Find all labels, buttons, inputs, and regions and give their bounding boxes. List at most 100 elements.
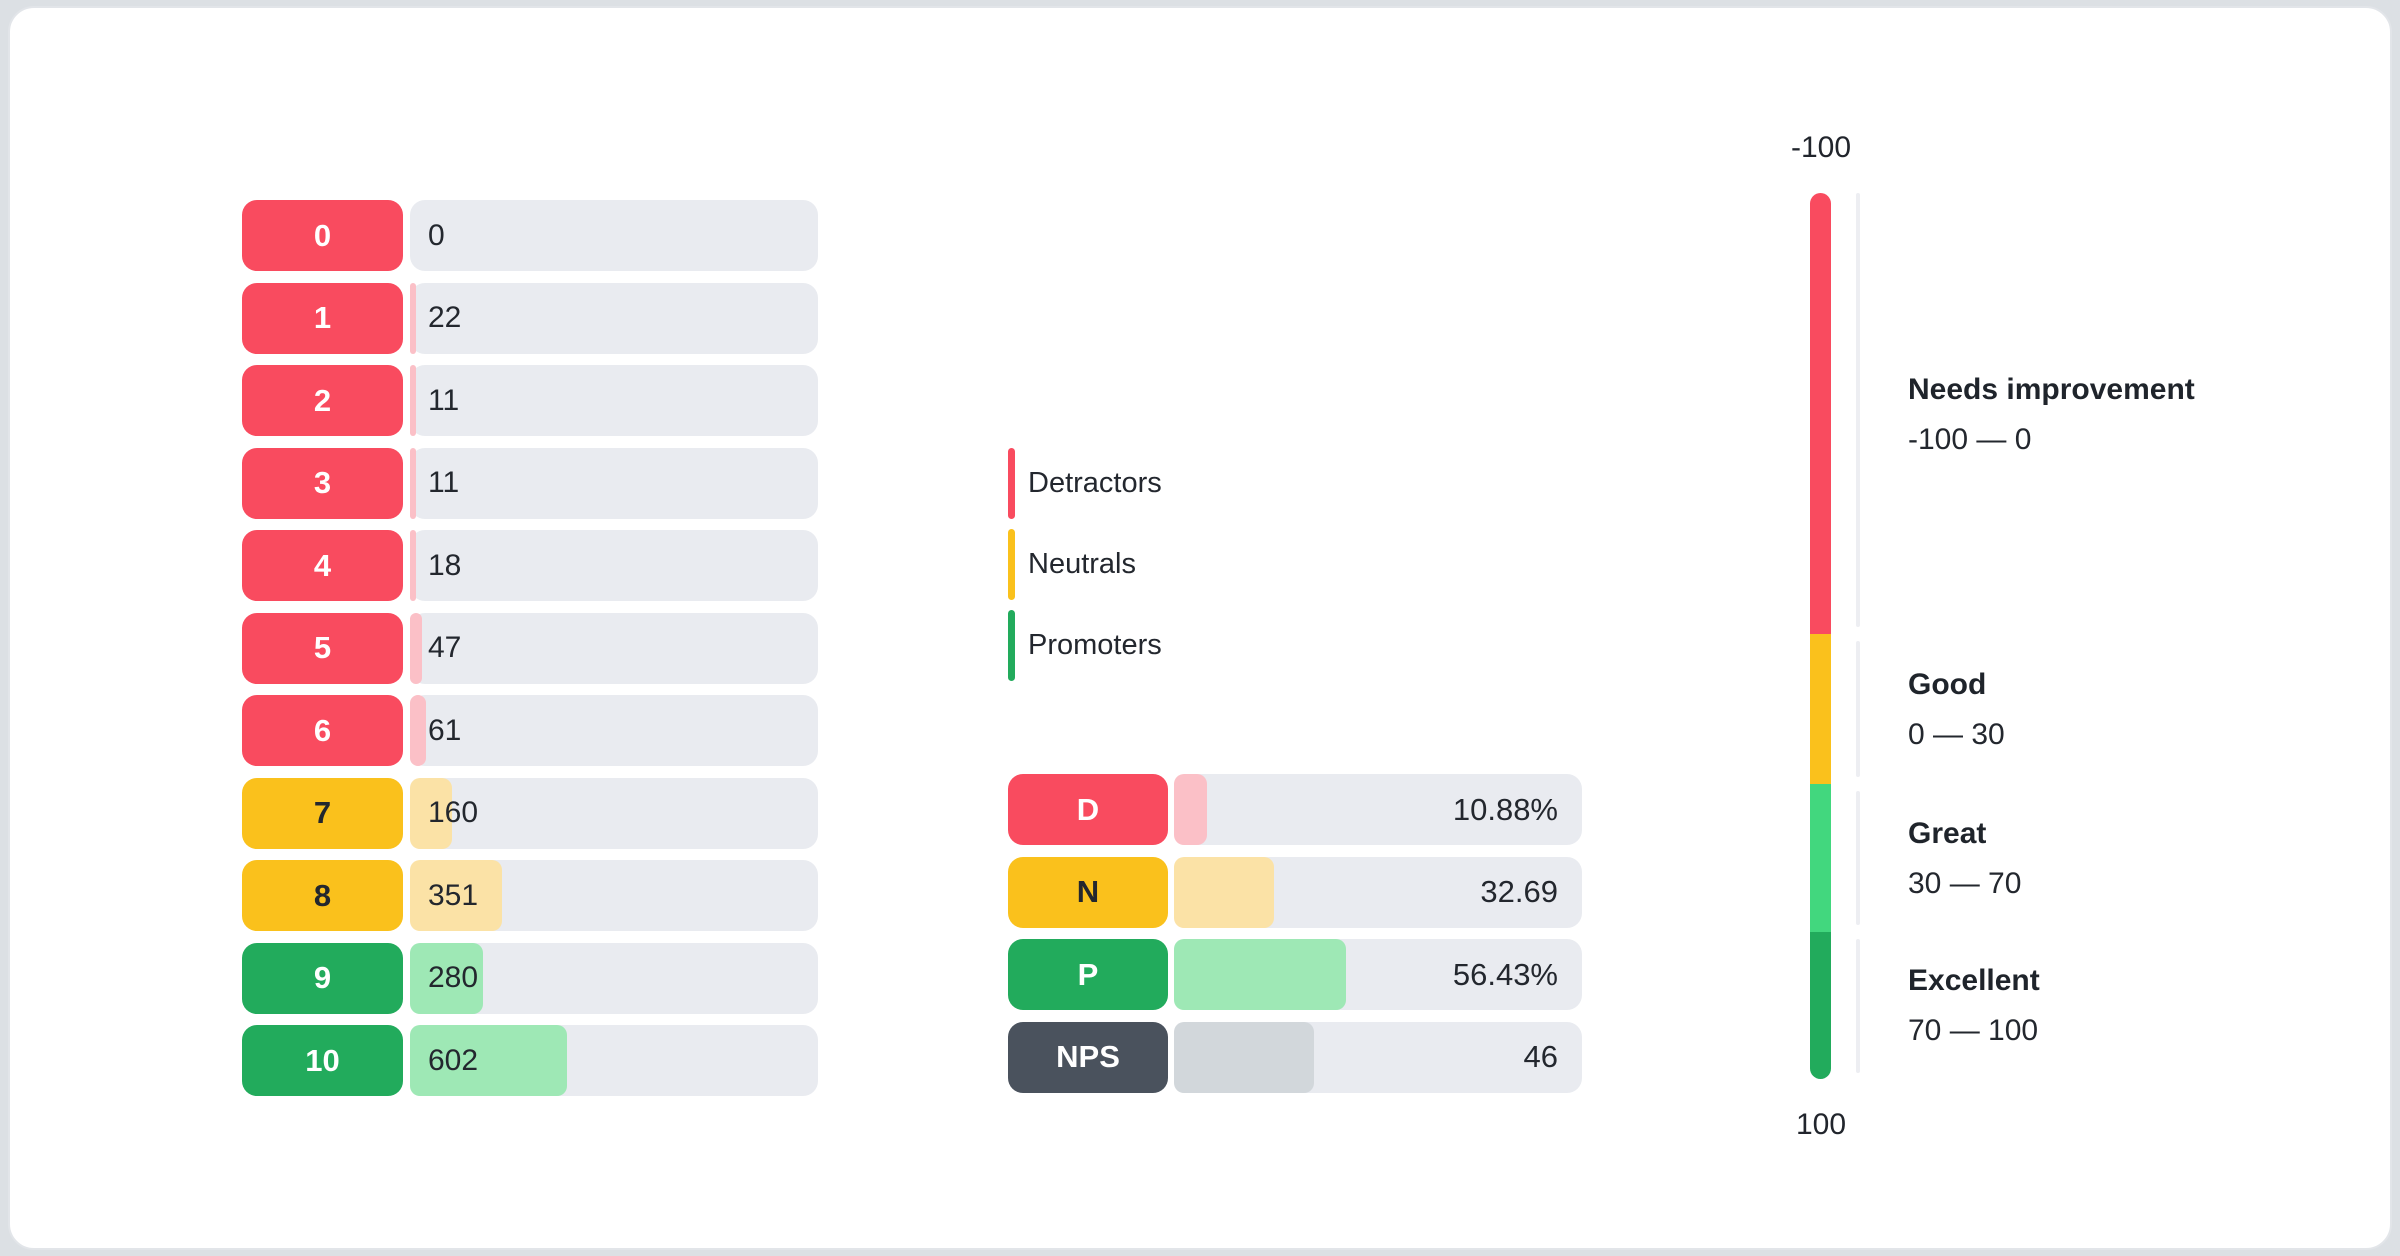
- score-count-label: 22: [428, 301, 462, 334]
- score-row: 10 602: [242, 1025, 818, 1096]
- gauge-segment: [1810, 931, 1831, 1079]
- score-count-label: 47: [428, 631, 462, 664]
- legend-label: Detractors: [1028, 467, 1162, 499]
- score-track: 22: [410, 282, 818, 354]
- score-badge: 9: [242, 942, 403, 1014]
- score-count-label: 280: [428, 961, 479, 994]
- gauge-bar: [1810, 193, 1831, 1079]
- score-badge-label: 3: [313, 465, 332, 500]
- score-track: 61: [410, 695, 818, 766]
- legend-color-pill: [1008, 610, 1015, 681]
- nps-report-card: 0 0 1 22 2 11 3 11 4: [8, 6, 2392, 1250]
- score-track: 160: [410, 777, 818, 849]
- score-badge: 8: [242, 860, 403, 931]
- score-badge-label: 6: [313, 712, 332, 748]
- summary-value-label: 32.69: [1480, 874, 1558, 909]
- legend-item: Neutrals: [1008, 529, 1162, 600]
- gauge-zone-range: 0 — 30: [1908, 718, 2005, 752]
- summary-track: 32.69: [1174, 856, 1582, 928]
- score-count-label: 18: [428, 548, 462, 582]
- score-badge: 4: [242, 530, 403, 601]
- score-row: 6 61: [242, 695, 818, 766]
- score-badge-label: 2: [313, 382, 332, 418]
- score-fill: [410, 365, 416, 436]
- score-fill: [410, 695, 426, 766]
- summary-badge: D: [1008, 774, 1168, 845]
- score-count-label: 160: [428, 796, 479, 829]
- score-badge: 1: [242, 282, 403, 354]
- summary-track: 10.88%: [1174, 774, 1582, 845]
- gauge-zone-title: Great: [1908, 816, 1987, 850]
- score-track: 18: [410, 530, 818, 601]
- score-badge: 10: [242, 1025, 403, 1096]
- score-badge-label: 1: [313, 300, 332, 335]
- score-fill: [410, 942, 483, 1014]
- gauge-zone-label: Needs improvement -100 — 0: [1908, 372, 2378, 458]
- score-fill: [410, 1025, 567, 1096]
- gauge-zone-label: Excellent 70 — 100: [1908, 963, 2378, 1049]
- gauge-zone-label: Good 0 — 30: [1908, 667, 2378, 753]
- legend: Detractors Neutrals Promoters: [1008, 448, 1162, 691]
- score-fill: [410, 282, 416, 354]
- legend-item: Promoters: [1008, 610, 1162, 681]
- score-track: 11: [410, 365, 818, 436]
- legend-label: Promoters: [1028, 629, 1162, 661]
- score-badge: 6: [242, 695, 403, 766]
- score-badge-label: 0: [313, 217, 332, 253]
- score-row: 3 11: [242, 447, 818, 519]
- score-badge: 3: [242, 447, 403, 519]
- gauge-zone-range: 70 — 100: [1908, 1014, 2039, 1048]
- summary-track: 46: [1174, 1021, 1582, 1093]
- legend-color-pill: [1008, 448, 1015, 519]
- score-fill: [410, 860, 502, 931]
- score-badge-label: 7: [313, 795, 332, 830]
- score-badge-label: 5: [313, 630, 332, 665]
- gauge-zone-title: Needs improvement: [1908, 372, 2195, 406]
- gauge-tick-segment: [1856, 790, 1860, 925]
- score-row: 8 351: [242, 860, 818, 931]
- score-track: 0: [410, 200, 818, 271]
- score-track: 47: [410, 612, 818, 684]
- score-fill: [410, 530, 416, 601]
- score-badge: 2: [242, 365, 403, 436]
- gauge-min-label: 100: [1795, 1108, 1847, 1141]
- gauge-segment: [1810, 783, 1831, 932]
- legend-label: Neutrals: [1028, 548, 1136, 580]
- score-distribution-list: 0 0 1 22 2 11 3 11 4: [242, 200, 818, 1108]
- gauge-tick-segment: [1856, 193, 1860, 628]
- score-count-label: 61: [428, 713, 462, 747]
- gauge-segment: [1810, 634, 1831, 784]
- score-row: 4 18: [242, 530, 818, 601]
- score-badge-label: 10: [305, 1042, 340, 1078]
- score-count-label: 11: [428, 466, 460, 499]
- summary-row: N 32.69: [1008, 856, 1582, 928]
- score-row: 1 22: [242, 282, 818, 354]
- score-fill: [410, 777, 452, 849]
- gauge-tick-segment: [1856, 938, 1860, 1073]
- summary-value-label: 56.43%: [1452, 956, 1558, 992]
- score-row: 2 11: [242, 365, 818, 436]
- score-row: 7 160: [242, 777, 818, 849]
- gauge-max-label: -100: [1790, 131, 1852, 164]
- score-badge: 7: [242, 777, 403, 849]
- gauge-zone-label: Great 30 — 70: [1908, 816, 2378, 902]
- summary-badge: P: [1008, 939, 1168, 1010]
- score-row: 5 47: [242, 612, 818, 684]
- score-badge: 5: [242, 612, 403, 684]
- gauge-zone-range: -100 — 0: [1908, 422, 2032, 456]
- score-fill: [410, 447, 416, 519]
- gauge-tick-segment: [1856, 641, 1860, 777]
- legend-color-pill: [1008, 529, 1015, 600]
- summary-badge-label: P: [1077, 956, 1099, 992]
- score-track: 351: [410, 860, 818, 931]
- summary-fill: [1174, 774, 1207, 845]
- summary-row: P 56.43%: [1008, 939, 1582, 1010]
- score-fill: [410, 612, 422, 684]
- summary-badge-label: N: [1076, 874, 1100, 909]
- summary-badge-label: NPS: [1056, 1039, 1120, 1074]
- score-track: 602: [410, 1025, 818, 1096]
- score-badge-label: 8: [313, 877, 332, 913]
- gauge-zone-title: Good: [1908, 668, 1987, 702]
- summary-fill: [1174, 856, 1274, 928]
